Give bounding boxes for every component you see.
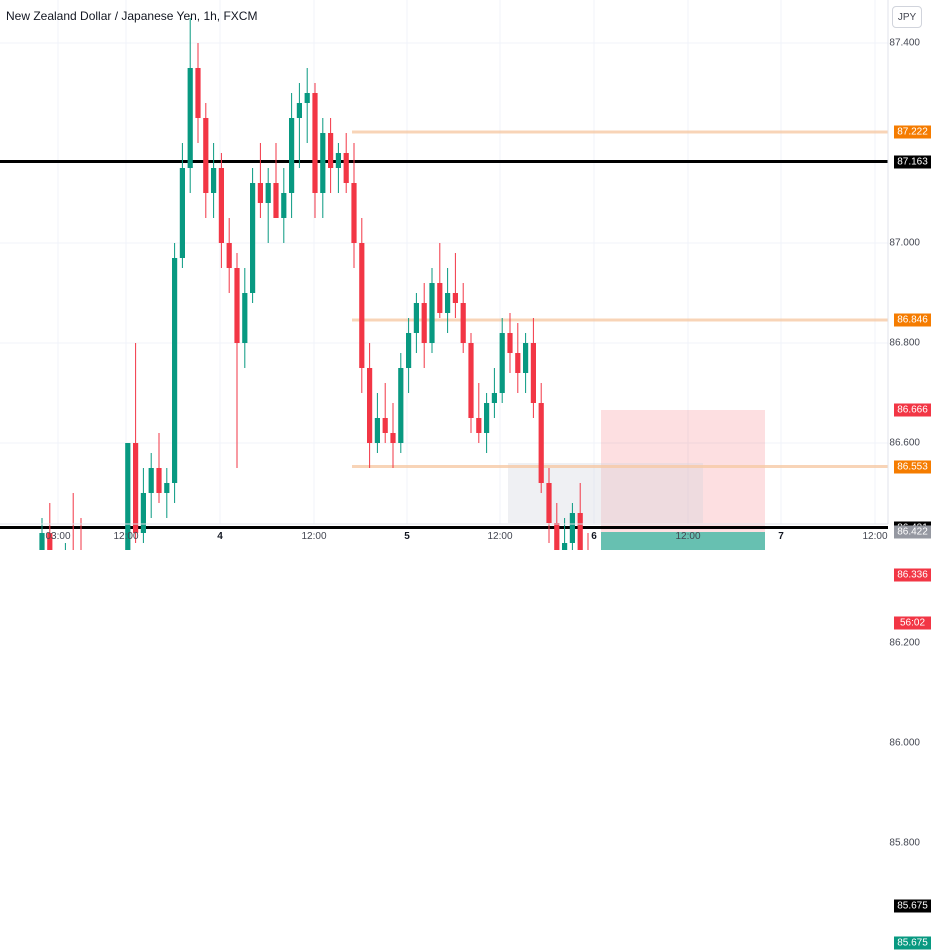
time-tick-label: 12:00 — [487, 531, 513, 542]
candle-body — [367, 368, 373, 443]
candle-body — [289, 118, 295, 193]
candle-body — [507, 333, 513, 353]
candles — [39, 18, 589, 550]
candle-body — [382, 418, 388, 433]
candle-body — [406, 333, 412, 368]
candle-body — [538, 403, 544, 483]
candle-body — [203, 118, 209, 193]
candle-body — [445, 293, 451, 313]
time-tick-label: 12:00 — [862, 531, 888, 542]
candle-body — [484, 403, 490, 433]
candle-body — [452, 293, 458, 303]
horizontal-levels — [0, 130, 888, 529]
price-tick-label: 87.000 — [889, 237, 920, 249]
candle-body — [125, 443, 131, 550]
time-tick-label: 12:00 — [301, 531, 327, 542]
position-zones — [508, 410, 765, 550]
candle-body — [172, 258, 178, 483]
chart-grid — [0, 0, 888, 524]
price-tick-label: 86.000 — [889, 737, 920, 749]
candle-body — [39, 533, 45, 550]
price-tag: 86.666 — [894, 403, 931, 417]
candle-body — [515, 353, 521, 373]
price-tag: 85.675 — [894, 899, 931, 912]
candle-body — [164, 483, 170, 493]
price-tick-label: 86.800 — [889, 337, 920, 349]
time-tick-label: 12:00 — [113, 531, 139, 542]
time-tick-label: 7 — [778, 531, 784, 542]
candle-body — [499, 333, 505, 393]
price-tag: 87.222 — [894, 125, 931, 139]
candle-body — [398, 368, 404, 443]
candle-body — [374, 418, 380, 443]
candle-body — [320, 133, 326, 193]
candle-body — [273, 183, 279, 218]
open-profit-zone — [601, 532, 765, 550]
price-tag: 86.846 — [894, 313, 931, 327]
candle-body — [437, 283, 443, 313]
price-tag: 56:02 — [894, 616, 931, 630]
stop-loss-zone[interactable] — [601, 410, 765, 532]
take-profit-zone[interactable] — [601, 532, 765, 550]
candle-body — [554, 523, 560, 550]
candle-body — [257, 183, 263, 203]
candle-body — [429, 283, 435, 343]
candle-body — [250, 183, 256, 293]
price-tag: 86.336 — [894, 568, 931, 582]
candle-body — [195, 68, 201, 118]
candle-body — [226, 243, 232, 268]
time-tick-label: 5 — [404, 531, 410, 542]
candle-body — [491, 393, 497, 403]
candle-body — [390, 433, 396, 443]
candle-body — [476, 418, 482, 433]
symbol-title[interactable]: New Zealand Dollar / Japanese Yen, 1h, F… — [6, 9, 258, 23]
candle-body — [187, 68, 193, 168]
price-tag: 87.163 — [894, 155, 931, 168]
candle-body — [413, 303, 419, 333]
price-tag: 86.422 — [894, 525, 931, 539]
candle-body — [265, 183, 271, 203]
candle-body — [562, 543, 568, 550]
candle-body — [179, 168, 185, 258]
entry-zone-highlight — [508, 463, 703, 523]
candle-body — [218, 168, 224, 243]
candle-body — [569, 513, 575, 543]
candle-body — [47, 533, 53, 550]
time-tick-label: 03:00 — [45, 531, 71, 542]
candle-body — [468, 343, 474, 418]
candle-body — [343, 153, 349, 183]
candle-body — [421, 303, 427, 343]
price-tick-label: 86.200 — [889, 637, 920, 649]
candle-body — [523, 343, 529, 373]
price-tick-label: 86.600 — [889, 437, 920, 449]
candle-body — [281, 193, 287, 218]
candle-body — [460, 303, 466, 343]
candle-body — [577, 513, 583, 550]
candle-body — [140, 493, 146, 533]
candle-body — [304, 93, 310, 103]
price-tick-label: 85.800 — [889, 837, 920, 849]
candle-body — [530, 343, 536, 403]
candle-body — [351, 183, 357, 243]
candle-body — [328, 133, 334, 168]
candle-body — [148, 468, 154, 493]
time-tick-label: 6 — [591, 531, 597, 542]
candle-body — [242, 293, 248, 343]
candle-body — [312, 93, 318, 193]
candle-body — [359, 243, 365, 368]
candle-body — [335, 153, 341, 168]
candle-body — [211, 168, 217, 193]
price-tag: 86.553 — [894, 460, 931, 473]
candle-body — [234, 268, 240, 343]
candle-body — [546, 483, 552, 523]
price-tag: 85.675 — [894, 936, 931, 950]
time-tick-label: 12:00 — [675, 531, 701, 542]
candle-body — [156, 468, 162, 493]
candle-body — [133, 443, 139, 533]
time-tick-label: 4 — [217, 531, 223, 542]
price-tick-label: 87.400 — [889, 37, 920, 49]
candle-body — [296, 103, 302, 118]
currency-button[interactable]: JPY — [892, 6, 922, 28]
price-chart[interactable] — [0, 0, 932, 550]
